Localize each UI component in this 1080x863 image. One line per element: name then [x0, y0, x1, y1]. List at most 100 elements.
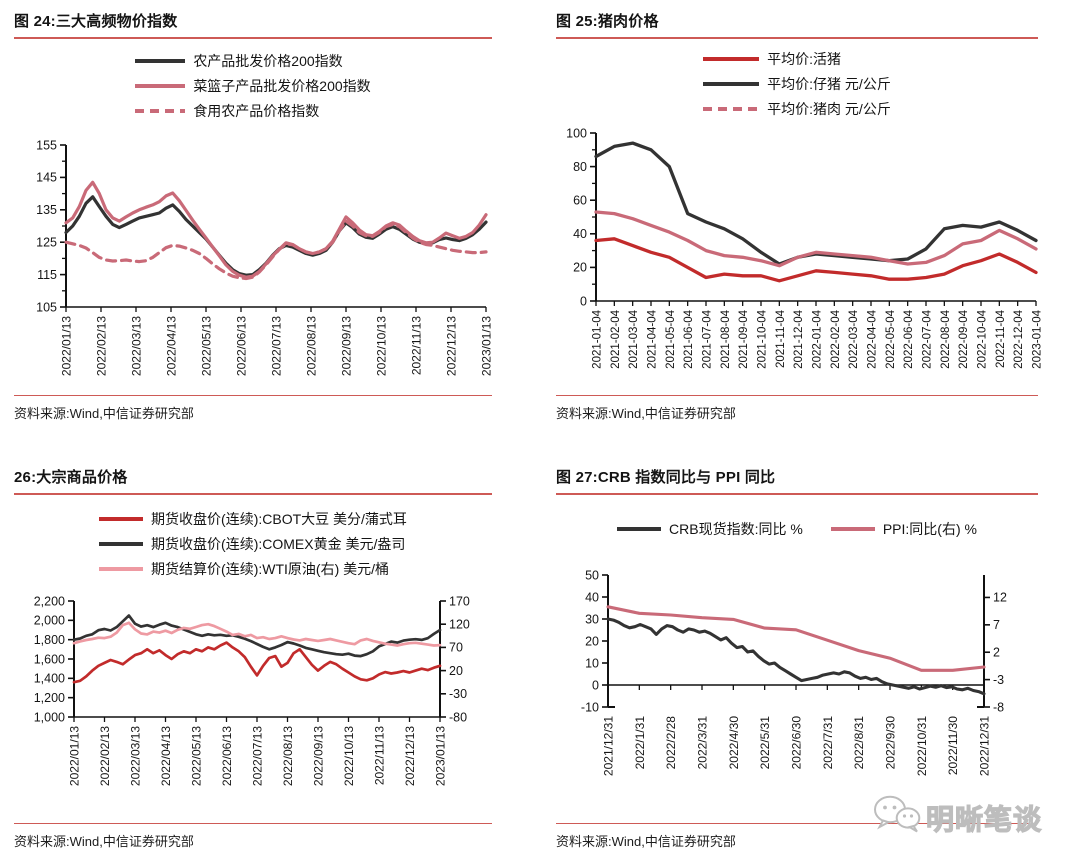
- svg-text:2022/01/13: 2022/01/13: [68, 726, 82, 786]
- svg-text:20: 20: [585, 634, 599, 648]
- svg-text:2022/06/13: 2022/06/13: [220, 726, 234, 786]
- legend-label: 农产品批发价格200指数: [193, 53, 343, 69]
- legend-label: 期货收盘价(连续):COMEX黄金 美元/盎司: [151, 536, 406, 552]
- chart-plot: 50 40 30 20 10 0 -10 12 7 2 -3 -8 2021/12/31 2022/1/3…: [566, 567, 1038, 805]
- svg-text:2022/05/13: 2022/05/13: [190, 726, 204, 786]
- svg-text:155: 155: [36, 138, 57, 152]
- source-divider: [14, 395, 492, 396]
- svg-text:2022/12/31: 2022/12/31: [978, 716, 992, 776]
- svg-text:2022/3/31: 2022/3/31: [696, 716, 710, 770]
- svg-text:2021-05-04: 2021-05-04: [665, 309, 677, 368]
- svg-text:2022/01/13: 2022/01/13: [60, 316, 74, 376]
- svg-text:50: 50: [585, 568, 599, 582]
- svg-text:-80: -80: [449, 710, 467, 724]
- svg-text:2: 2: [993, 646, 1000, 660]
- svg-text:20: 20: [449, 664, 463, 678]
- legend-label: 食用农产品价格指数: [193, 103, 320, 119]
- source-text: 资料来源:Wind,中信证券研究部: [556, 834, 736, 849]
- title-underline: [556, 493, 1038, 495]
- svg-text:2021-01-04: 2021-01-04: [592, 309, 604, 368]
- svg-text:2022-05-04: 2022-05-04: [885, 309, 897, 368]
- legend-label: 期货收盘价(连续):CBOT大豆 美分/蒲式耳: [151, 511, 407, 527]
- svg-text:1,600: 1,600: [34, 652, 65, 666]
- legend-item: 期货收盘价(连续):COMEX黄金 美元/盎司: [99, 534, 405, 554]
- legend-label: CRB现货指数:同比 %: [669, 521, 803, 537]
- chart-title: 图 27:CRB 指数同比与 PPI 同比: [556, 469, 776, 486]
- svg-text:2021-06-04: 2021-06-04: [683, 309, 695, 368]
- chart-title: 26:大宗商品价格: [14, 469, 128, 486]
- chart-panel-fig27: 图 27:CRB 指数同比与 PPI 同比 CRB现货指数:同比 % PPI:同比…: [556, 466, 1042, 850]
- source-text: 资料来源:Wind,中信证券研究部: [14, 834, 194, 849]
- svg-text:2021/12/31: 2021/12/31: [602, 716, 616, 776]
- svg-text:80: 80: [573, 160, 587, 174]
- chart-panel-fig24: 图 24:三大高频物价指数 农产品批发价格200指数 菜篮子产品批发价格200指数…: [14, 10, 492, 422]
- source-divider: [14, 823, 492, 824]
- source-text: 资料来源:Wind,中信证券研究部: [556, 406, 736, 421]
- svg-text:2022-04-04: 2022-04-04: [867, 309, 879, 368]
- chart-legend: 平均价:活猪 平均价:仔猪 元/公斤 平均价:猪肉 元/公斤: [556, 49, 1038, 119]
- chart-plot: 100 80 60 40 20 0 2021-01-04 2021-02-04 2021-03-…: [558, 125, 1043, 407]
- svg-text:1,400: 1,400: [34, 672, 65, 686]
- svg-text:115: 115: [37, 268, 57, 282]
- legend-items: 平均价:活猪 平均价:仔猪 元/公斤 平均价:猪肉 元/公斤: [703, 49, 891, 119]
- svg-text:60: 60: [573, 194, 587, 208]
- legend-item: 菜篮子产品批发价格200指数: [135, 76, 371, 96]
- source-divider: [556, 823, 1038, 824]
- source-text: 资料来源:Wind,中信证券研究部: [14, 406, 194, 421]
- legend-item: 平均价:活猪: [703, 49, 841, 69]
- chart-plot: 2,200 2,000 1,800 1,600 1,400 1,200 1,000 170 12…: [22, 591, 492, 807]
- svg-text:-3: -3: [993, 673, 1004, 687]
- svg-text:2022/09/13: 2022/09/13: [312, 726, 326, 786]
- svg-text:2021-10-04: 2021-10-04: [757, 309, 769, 368]
- svg-text:2022/10/13: 2022/10/13: [375, 316, 389, 376]
- svg-text:2022/07/13: 2022/07/13: [251, 726, 265, 786]
- svg-text:2022/05/13: 2022/05/13: [200, 316, 214, 376]
- svg-text:2022-08-04: 2022-08-04: [940, 309, 952, 368]
- svg-text:2022/5/31: 2022/5/31: [758, 716, 772, 770]
- legend-label: 平均价:仔猪 元/公斤: [767, 76, 891, 92]
- legend-swatch: [99, 517, 144, 521]
- chart-panel-fig26: 26:大宗商品价格 期货收盘价(连续):CBOT大豆 美分/蒲式耳 期货收盘价(连…: [14, 466, 492, 850]
- legend-item: PPI:同比(右) %: [830, 519, 977, 539]
- legend-swatch: [703, 107, 760, 111]
- svg-text:70: 70: [449, 641, 463, 655]
- svg-text:2023/01/13: 2023/01/13: [434, 726, 448, 786]
- svg-text:2023/01/13: 2023/01/13: [480, 316, 493, 376]
- svg-text:2,200: 2,200: [34, 594, 65, 608]
- svg-text:1,200: 1,200: [34, 691, 65, 705]
- svg-text:2022-01-04: 2022-01-04: [812, 309, 824, 368]
- svg-text:2022/08/13: 2022/08/13: [281, 726, 295, 786]
- legend-item: 期货收盘价(连续):CBOT大豆 美分/蒲式耳: [99, 509, 407, 529]
- svg-text:0: 0: [580, 294, 587, 308]
- svg-text:2022-07-04: 2022-07-04: [922, 309, 934, 368]
- legend-swatch: [135, 109, 186, 113]
- legend-label: 平均价:活猪: [767, 51, 842, 67]
- svg-text:2022-11-04: 2022-11-04: [995, 309, 1007, 368]
- svg-text:40: 40: [573, 227, 587, 241]
- chart-title: 图 25:猪肉价格: [556, 13, 659, 30]
- svg-text:7: 7: [993, 618, 1000, 632]
- svg-text:-10: -10: [581, 700, 599, 714]
- svg-text:40: 40: [585, 590, 599, 604]
- chart-legend: 农产品批发价格200指数菜篮子产品批发价格200指数食用农产品价格指数: [14, 51, 492, 121]
- svg-text:105: 105: [36, 300, 57, 314]
- svg-text:2021-08-04: 2021-08-04: [720, 309, 732, 368]
- chart-legend: 期货收盘价(连续):CBOT大豆 美分/蒲式耳 期货收盘价(连续):COMEX黄金…: [14, 509, 492, 579]
- source-note: 资料来源:Wind,中信证券研究部: [556, 823, 1038, 850]
- svg-text:2,000: 2,000: [34, 614, 65, 628]
- svg-text:-30: -30: [449, 687, 467, 701]
- svg-text:125: 125: [36, 236, 57, 250]
- legend-item: 期货结算价(连续):WTI原油(右) 美元/桶: [99, 559, 389, 579]
- svg-text:2021-09-04: 2021-09-04: [738, 309, 750, 368]
- chart-legend: CRB现货指数:同比 % PPI:同比(右) %: [556, 519, 1038, 539]
- svg-text:2022/10/31: 2022/10/31: [915, 716, 929, 776]
- svg-text:1,000: 1,000: [34, 710, 65, 724]
- svg-text:2022/03/13: 2022/03/13: [130, 316, 144, 376]
- source-note: 资料来源:Wind,中信证券研究部: [14, 823, 492, 850]
- svg-text:2021-04-04: 2021-04-04: [647, 309, 659, 368]
- svg-text:2022/1/31: 2022/1/31: [633, 716, 647, 770]
- svg-text:2022/11/30: 2022/11/30: [946, 716, 960, 775]
- svg-text:2022/9/30: 2022/9/30: [884, 716, 898, 770]
- svg-text:2022/10/13: 2022/10/13: [342, 726, 356, 786]
